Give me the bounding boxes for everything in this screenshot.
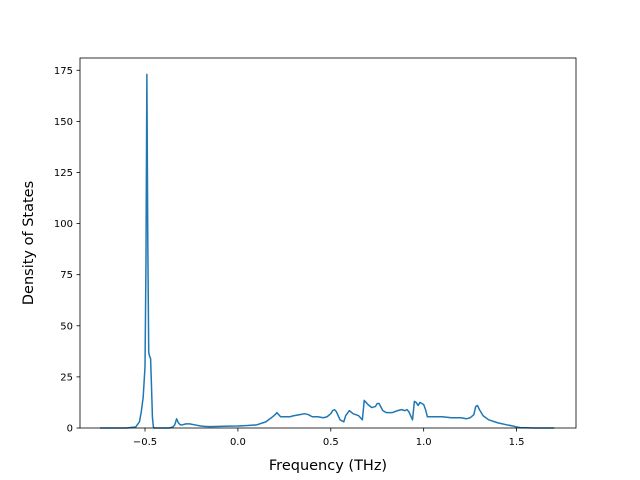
y-tick-label: 50 xyxy=(60,321,73,332)
x-axis-label: Frequency (THz) xyxy=(269,458,387,474)
y-tick-label: 100 xyxy=(54,219,73,230)
y-axis-label: Density of States xyxy=(21,181,37,305)
y-tick-label: 125 xyxy=(54,168,73,179)
y-tick-label: 175 xyxy=(54,66,73,77)
x-tick-label: 1.5 xyxy=(509,437,525,448)
y-tick-label: 150 xyxy=(54,117,73,128)
x-tick-label: −0.5 xyxy=(133,437,157,448)
y-tick-label: 25 xyxy=(60,372,73,383)
y-tick-label: 75 xyxy=(60,270,73,281)
plot-area xyxy=(80,58,576,428)
x-tick-label: 1.0 xyxy=(416,437,432,448)
x-tick-label: 0.5 xyxy=(323,437,339,448)
x-axis-ticks: −0.5 0.0 0.5 1.0 1.5 xyxy=(133,428,525,448)
x-tick-label: 0.0 xyxy=(230,437,246,448)
y-axis-ticks: 0 25 50 75 100 125 150 175 xyxy=(54,66,80,435)
axes-frame xyxy=(79,57,577,429)
y-tick-label: 0 xyxy=(67,424,73,435)
